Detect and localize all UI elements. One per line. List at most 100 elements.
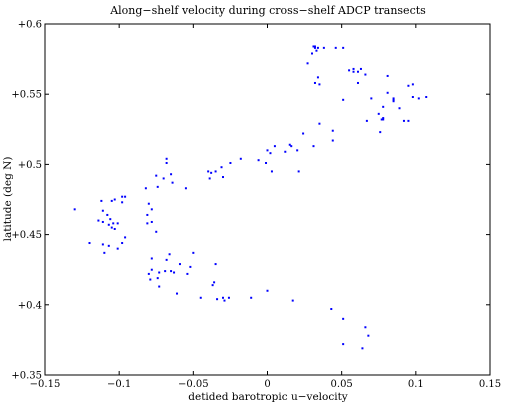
data-point [342,98,345,101]
data-point [290,145,293,148]
data-point [171,181,174,184]
data-point [311,52,313,55]
data-point [164,270,167,273]
data-point [103,251,106,254]
data-point [331,139,334,142]
data-point [364,73,367,76]
data-point [107,244,110,247]
data-point [170,270,173,273]
data-point [121,195,124,198]
data-point [302,132,305,135]
data-point [312,145,315,148]
data-point [377,112,380,115]
data-point [392,100,395,103]
data-point [313,45,316,48]
data-point [425,96,428,99]
data-point [150,257,153,260]
data-point [124,236,127,239]
data-point [270,170,273,173]
data-points [73,45,428,350]
data-point [150,208,153,211]
data-point [170,173,173,176]
data-point [334,46,337,49]
data-point [297,170,300,173]
data-point [382,105,385,108]
y-tick-label: +0.35 [11,371,42,382]
data-point [101,220,104,223]
data-point [359,67,362,70]
data-point [222,176,224,179]
data-point [318,83,321,86]
data-point [208,177,211,180]
data-point [155,174,158,177]
data-point [192,251,195,254]
data-point [250,296,253,299]
data-point [176,292,179,295]
data-point [147,202,150,205]
data-point [386,91,389,94]
data-point [216,298,219,301]
data-point [364,326,367,329]
data-point [222,296,224,299]
data-point [101,243,104,246]
data-point [186,272,189,275]
data-point [331,129,334,132]
data-point [342,317,345,320]
plot-area-frame [44,23,491,376]
x-axis: −0.15 −0.1 −0.05 0 0.05 0.1 0.15 [30,24,501,390]
data-point [296,149,299,152]
data-point [411,96,414,99]
data-point [291,299,294,302]
data-point [155,230,158,233]
data-point [315,49,318,52]
data-point [407,84,410,87]
data-point [367,334,370,337]
x-tick-label: 0.05 [331,379,353,390]
data-point [379,131,382,134]
data-point [266,149,269,152]
data-point [88,242,91,245]
y-axis: +0.35 +0.4 +0.45 +0.5 +0.55 +0.6 [11,20,490,382]
data-point [116,247,119,250]
x-tick-label: −0.15 [30,379,61,390]
data-point [100,199,103,202]
data-point [149,278,152,281]
data-point [229,161,232,164]
data-point [116,222,119,225]
data-point [352,70,355,73]
data-point [322,46,325,49]
data-point [113,198,116,201]
x-tick-label: 0 [264,379,270,390]
data-point [382,117,385,120]
data-point [162,177,165,180]
data-point [312,45,315,48]
x-axis-label: detided barotropic u−velocity [188,391,348,403]
data-point [313,81,316,84]
data-point [207,170,210,173]
data-point [411,83,414,86]
data-point [178,263,181,266]
data-point [257,159,260,162]
data-point [158,271,161,274]
data-point [214,263,217,266]
data-point [342,46,345,49]
data-point [417,97,420,100]
y-tick-label: +0.55 [11,90,42,101]
data-point [156,277,159,280]
data-point [392,98,395,101]
data-point [101,209,104,212]
data-point [107,223,110,226]
y-tick-label: +0.4 [18,300,42,311]
data-point [266,289,269,292]
data-point [227,296,230,299]
data-point [211,284,214,287]
data-point [352,67,355,70]
data-point [356,81,359,84]
data-point [147,272,150,275]
data-point [370,97,373,100]
y-tick-label: +0.5 [18,160,42,171]
data-point [121,201,124,204]
data-point [269,152,272,155]
x-tick-label: 0.15 [479,379,501,390]
data-point [273,145,276,148]
